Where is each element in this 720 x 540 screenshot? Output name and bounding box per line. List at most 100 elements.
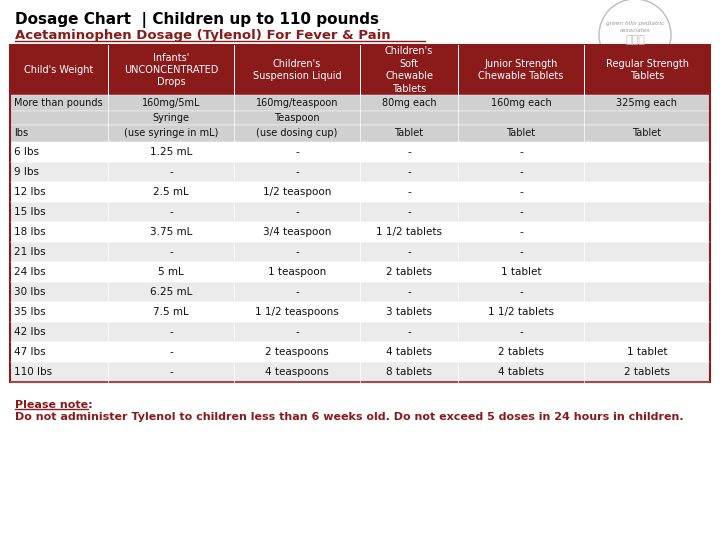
Text: -: - [169,367,173,377]
Text: 2 teaspoons: 2 teaspoons [265,347,329,357]
FancyBboxPatch shape [10,322,710,342]
FancyBboxPatch shape [10,242,710,262]
FancyBboxPatch shape [10,262,710,282]
Text: -: - [295,147,299,157]
Text: -: - [519,207,523,217]
Text: 1 tablet: 1 tablet [500,267,541,277]
Text: Infants'
UNCONCENTRATED
Drops: Infants' UNCONCENTRATED Drops [124,52,218,87]
Text: lbs: lbs [14,129,28,138]
Text: Tablet: Tablet [395,129,423,138]
Text: -: - [169,207,173,217]
Text: -: - [519,147,523,157]
Text: 160mg/teaspoon: 160mg/teaspoon [256,98,338,108]
Text: 9 lbs: 9 lbs [14,167,39,177]
Text: -: - [169,347,173,357]
Text: -: - [519,187,523,197]
Text: 47 lbs: 47 lbs [14,347,45,357]
Text: -: - [295,207,299,217]
Text: Junior Strength
Chewable Tablets: Junior Strength Chewable Tablets [478,59,564,81]
Text: Regular Strength
Tablets: Regular Strength Tablets [606,59,688,81]
Text: -: - [169,167,173,177]
FancyBboxPatch shape [10,142,710,162]
Text: Children's
Soft
Chewable
Tablets: Children's Soft Chewable Tablets [385,46,433,93]
Text: 2 tablets: 2 tablets [498,347,544,357]
Text: 6 lbs: 6 lbs [14,147,39,157]
Text: -: - [519,227,523,237]
Text: -: - [407,187,411,197]
Text: 1 1/2 teaspoons: 1 1/2 teaspoons [255,307,339,317]
Text: 110 lbs: 110 lbs [14,367,52,377]
Text: -: - [295,247,299,257]
Text: 1 tablet: 1 tablet [626,347,667,357]
Text: -: - [519,287,523,297]
Text: Tablet: Tablet [632,129,662,138]
Text: 21 lbs: 21 lbs [14,247,45,257]
Text: associates: associates [620,28,650,32]
Text: -: - [169,247,173,257]
Text: Syringe: Syringe [153,113,189,123]
Text: Children's
Suspension Liquid: Children's Suspension Liquid [253,59,341,81]
Text: (use dosing cup): (use dosing cup) [256,129,338,138]
Text: -: - [519,327,523,337]
Text: 18 lbs: 18 lbs [14,227,45,237]
Text: 1 1/2 tablets: 1 1/2 tablets [376,227,442,237]
FancyBboxPatch shape [10,362,710,382]
Text: (use syringe in mL): (use syringe in mL) [124,129,218,138]
Text: -: - [295,167,299,177]
Text: 3 tablets: 3 tablets [386,307,432,317]
FancyBboxPatch shape [10,111,710,125]
Text: 2.5 mL: 2.5 mL [153,187,189,197]
Text: 160mg each: 160mg each [490,98,552,108]
Text: green hills pediatric: green hills pediatric [606,21,664,25]
Text: -: - [169,327,173,337]
Text: -: - [407,327,411,337]
Text: 1 teaspoon: 1 teaspoon [268,267,326,277]
Text: -: - [407,207,411,217]
Text: 8 tablets: 8 tablets [386,367,432,377]
FancyBboxPatch shape [10,45,710,95]
Text: 5 mL: 5 mL [158,267,184,277]
FancyBboxPatch shape [10,202,710,222]
Text: 👣👣👣: 👣👣👣 [625,35,645,45]
Text: 7.5 mL: 7.5 mL [153,307,189,317]
Text: 80mg each: 80mg each [382,98,436,108]
Text: 30 lbs: 30 lbs [14,287,45,297]
Text: -: - [519,167,523,177]
Text: 4 tablets: 4 tablets [498,367,544,377]
Text: -: - [519,247,523,257]
Text: Child's Weight: Child's Weight [24,65,94,75]
Text: 3/4 teaspoon: 3/4 teaspoon [263,227,331,237]
Text: Dosage Chart  | Children up to 110 pounds: Dosage Chart | Children up to 110 pounds [15,12,379,28]
FancyBboxPatch shape [10,182,710,202]
Text: 160mg/5mL: 160mg/5mL [142,98,200,108]
Text: 15 lbs: 15 lbs [14,207,45,217]
Text: 42 lbs: 42 lbs [14,327,45,337]
Text: 325mg each: 325mg each [616,98,678,108]
Text: -: - [295,327,299,337]
Text: 24 lbs: 24 lbs [14,267,45,277]
Text: More than pounds: More than pounds [14,98,103,108]
Text: 12 lbs: 12 lbs [14,187,45,197]
Text: 1/2 teaspoon: 1/2 teaspoon [263,187,331,197]
FancyBboxPatch shape [10,162,710,182]
Text: Tablet: Tablet [506,129,536,138]
Text: 4 teaspoons: 4 teaspoons [265,367,329,377]
Text: 2 tablets: 2 tablets [624,367,670,377]
FancyBboxPatch shape [10,342,710,362]
FancyBboxPatch shape [10,95,710,111]
Text: -: - [407,247,411,257]
Text: 2 tablets: 2 tablets [386,267,432,277]
Text: Please note:: Please note: [15,400,93,410]
Text: Do not administer Tylenol to children less than 6 weeks old. Do not exceed 5 dos: Do not administer Tylenol to children le… [15,412,683,422]
Text: 6.25 mL: 6.25 mL [150,287,192,297]
Text: 1.25 mL: 1.25 mL [150,147,192,157]
FancyBboxPatch shape [10,125,710,142]
FancyBboxPatch shape [10,282,710,302]
Text: 3.75 mL: 3.75 mL [150,227,192,237]
Text: Teaspoon: Teaspoon [274,113,320,123]
FancyBboxPatch shape [10,222,710,242]
Text: 35 lbs: 35 lbs [14,307,45,317]
Text: 1 1/2 tablets: 1 1/2 tablets [488,307,554,317]
Text: -: - [295,287,299,297]
Text: 4 tablets: 4 tablets [386,347,432,357]
